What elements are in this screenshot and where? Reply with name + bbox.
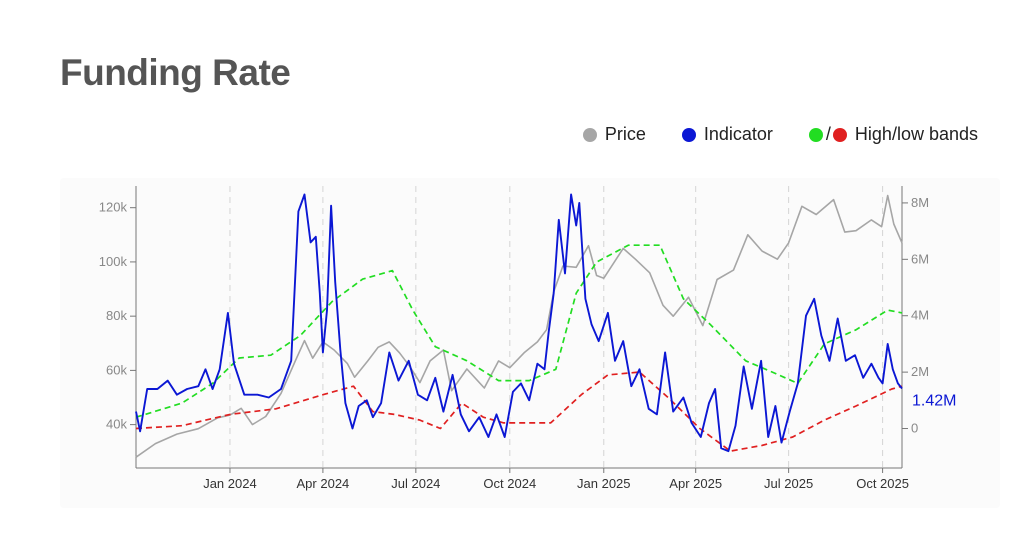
legend-item-indicator[interactable]: Indicator bbox=[681, 124, 773, 145]
x-tick-label: Apr 2025 bbox=[669, 476, 722, 491]
legend-bands-label: High/low bands bbox=[854, 124, 978, 144]
x-tick-label: Jul 2024 bbox=[391, 476, 440, 491]
last-value-label: 1.42M bbox=[912, 392, 956, 409]
left-tick-label: 120k bbox=[99, 200, 128, 215]
right-tick-label: 0 bbox=[911, 421, 918, 436]
high-band-dot-icon bbox=[808, 127, 823, 142]
price-dot-icon bbox=[582, 127, 597, 142]
price-line bbox=[135, 194, 903, 458]
chart-title: Funding Rate bbox=[60, 52, 291, 93]
right-tick-label: 2M bbox=[911, 364, 929, 379]
high-band-line bbox=[135, 244, 903, 419]
legend-indicator-label: Indicator bbox=[703, 124, 773, 144]
indicator-dot-icon bbox=[681, 127, 696, 142]
legend-price-label: Price bbox=[604, 124, 646, 144]
x-tick-label: Jan 2024 bbox=[203, 476, 256, 491]
x-tick-label: Jul 2025 bbox=[764, 476, 813, 491]
x-tick-label: Oct 2024 bbox=[483, 476, 536, 491]
indicator-line bbox=[135, 193, 903, 453]
right-tick-label: 4M bbox=[911, 308, 929, 323]
x-tick-label: Apr 2024 bbox=[297, 476, 350, 491]
legend-item-bands[interactable]: / High/low bands bbox=[808, 124, 978, 145]
legend-bands-separator: / bbox=[825, 124, 831, 144]
x-tick-label: Oct 2025 bbox=[856, 476, 909, 491]
low-band-dot-icon bbox=[832, 127, 847, 142]
legend-item-price[interactable]: Price bbox=[582, 124, 646, 145]
line-chart: 40k 60k 80k 100k 120k 0 2M 4M 6M 8M Jan 2024 Apr 20… bbox=[99, 186, 956, 491]
left-tick-label: 60k bbox=[106, 362, 127, 377]
left-tick-label: 80k bbox=[106, 308, 127, 323]
right-tick-label: 8M bbox=[911, 195, 929, 210]
right-tick-label: 6M bbox=[911, 251, 929, 266]
legend: Price Indicator / High/low bands bbox=[547, 124, 978, 145]
left-tick-label: 100k bbox=[99, 254, 128, 269]
x-tick-label: Jan 2025 bbox=[577, 476, 631, 491]
left-tick-label: 40k bbox=[106, 417, 127, 432]
chart-area: 40k 60k 80k 100k 120k 0 2M 4M 6M 8M Jan 2024 Apr 20… bbox=[60, 178, 1000, 508]
low-band-line bbox=[135, 371, 903, 452]
